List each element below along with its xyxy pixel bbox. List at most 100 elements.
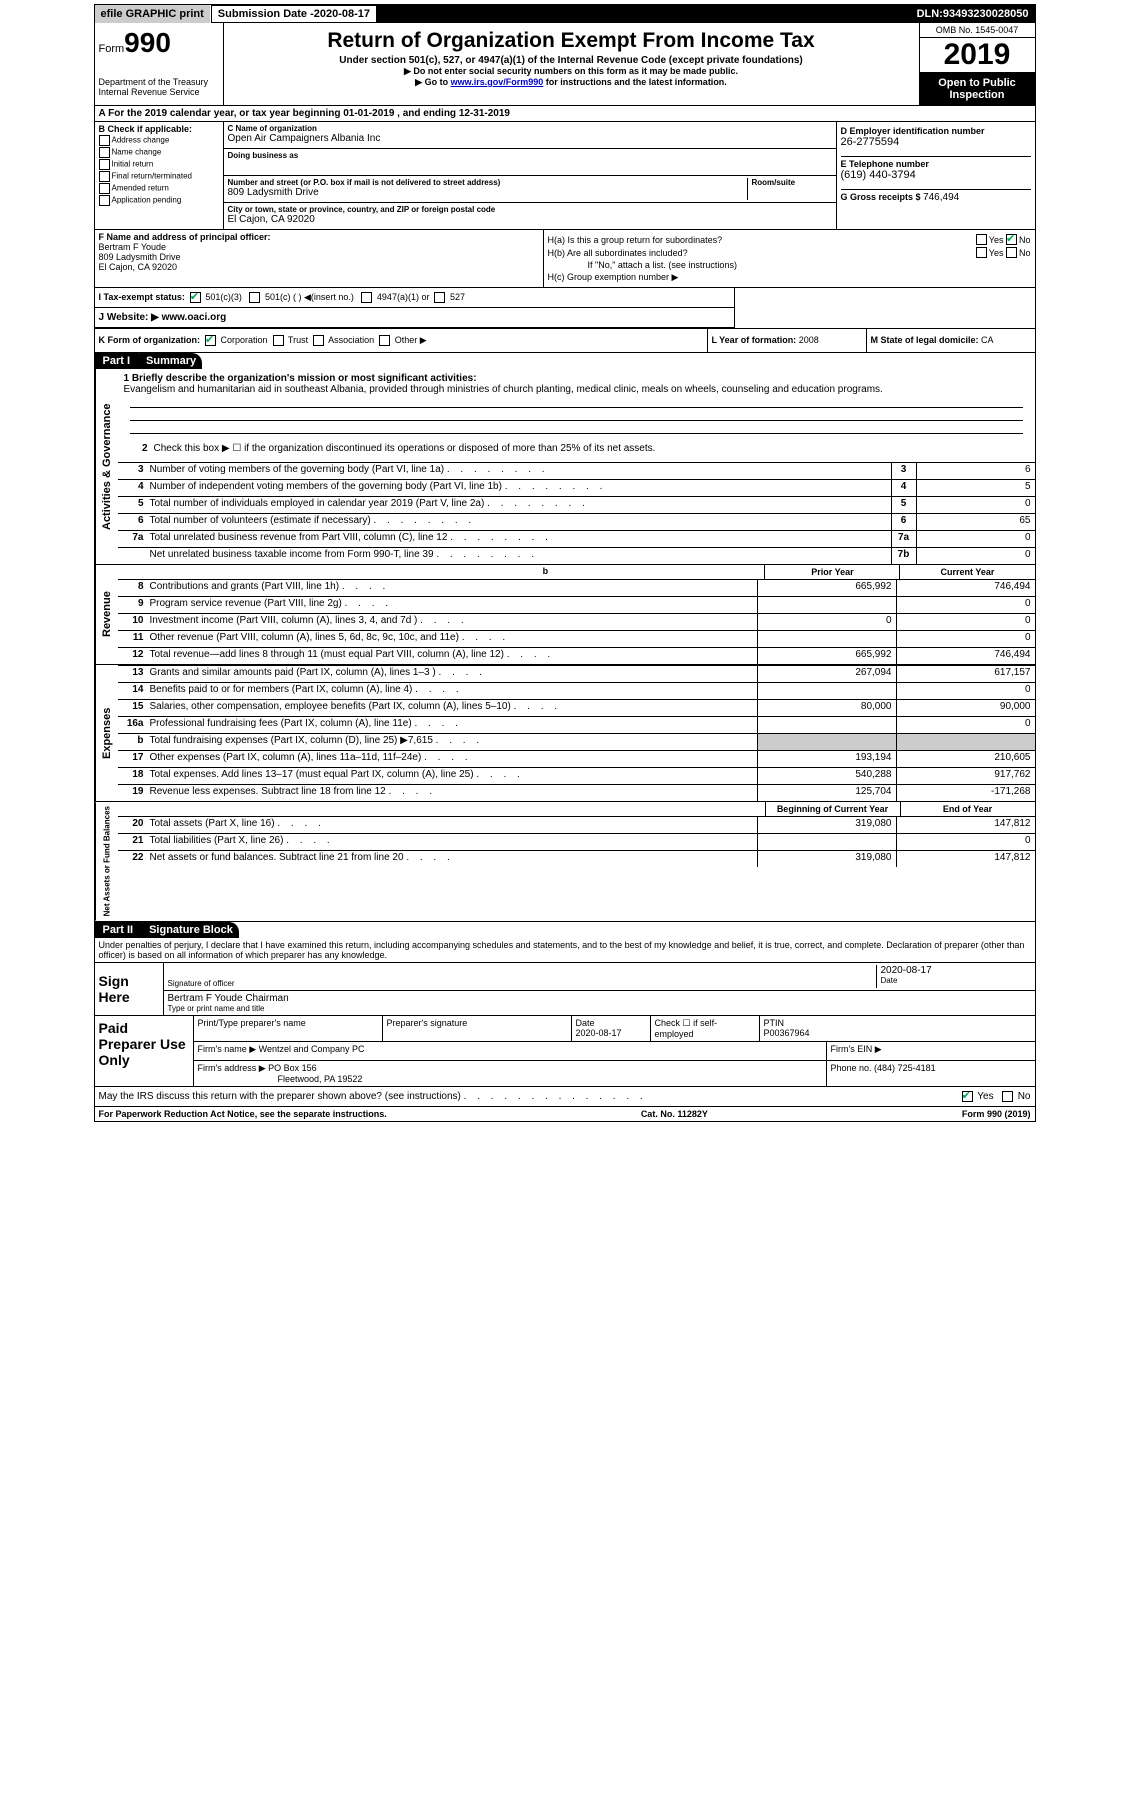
note-link: ▶ Go to www.irs.gov/Form990 for instruct… <box>228 77 915 88</box>
data-line: 22 Net assets or fund balances. Subtract… <box>118 850 1035 867</box>
checkbox-hb-no[interactable] <box>1006 247 1017 258</box>
gov-line: 7a Total unrelated business revenue from… <box>118 530 1035 547</box>
city-label: City or town, state or province, country… <box>228 205 832 214</box>
data-line: 20 Total assets (Part X, line 16) . . . … <box>118 816 1035 833</box>
ein-value: 26-2775594 <box>841 136 1031 148</box>
checkbox-app-pending[interactable] <box>99 195 110 206</box>
data-line: 11 Other revenue (Part VIII, column (A),… <box>118 630 1035 647</box>
footer-right: Form 990 (2019) <box>962 1109 1031 1119</box>
form-subtitle: Under section 501(c), 527, or 4947(a)(1)… <box>228 55 915 66</box>
gross-value: 746,494 <box>923 192 959 203</box>
group-exemption: H(c) Group exemption number ▶ <box>548 272 1031 283</box>
city-value: El Cajon, CA 92020 <box>228 214 832 225</box>
checkbox-address-change[interactable] <box>99 135 110 146</box>
checkbox-initial-return[interactable] <box>99 159 110 170</box>
header-left: Form990 Department of the Treasury Inter… <box>95 23 224 105</box>
checkbox-discuss-no[interactable] <box>1002 1091 1013 1102</box>
form-990-container: efile GRAPHIC print Submission Date - 20… <box>94 4 1036 1122</box>
current-year-header: Current Year <box>899 565 1034 579</box>
street-value: 809 Ladysmith Drive <box>228 187 743 198</box>
data-line: 14 Benefits paid to or for members (Part… <box>118 682 1035 699</box>
submission-date: Submission Date - 2020-08-17 <box>211 5 377 23</box>
tax-status-row: I Tax-exempt status: 501(c)(3) 501(c) ( … <box>95 288 734 308</box>
tax-year: 2019 <box>920 38 1035 73</box>
gross-label: G Gross receipts $ <box>841 192 924 202</box>
checkbox-4947[interactable] <box>361 292 372 303</box>
website-value: www.oaci.org <box>162 312 227 323</box>
checkbox-final-return[interactable] <box>99 171 110 182</box>
room-label: Room/suite <box>752 178 832 187</box>
footer-left: For Paperwork Reduction Act Notice, see … <box>99 1109 387 1119</box>
gov-line: 6 Total number of volunteers (estimate i… <box>118 513 1035 530</box>
data-line: 10 Investment income (Part VIII, column … <box>118 613 1035 630</box>
checkbox-discuss-yes[interactable] <box>962 1091 973 1102</box>
gov-line: 4 Number of independent voting members o… <box>118 479 1035 496</box>
col-c-org-info: C Name of organization Open Air Campaign… <box>224 122 837 229</box>
paid-preparer-block: Paid Preparer Use Only Print/Type prepar… <box>95 1016 1035 1087</box>
part1-header: Part I Summary <box>95 353 1035 369</box>
section-bcd: B Check if applicable: Address change Na… <box>95 122 1035 230</box>
col-d-ein-phone: D Employer identification number 26-2775… <box>837 122 1035 229</box>
data-line: 19 Revenue less expenses. Subtract line … <box>118 784 1035 801</box>
org-name-label: C Name of organization <box>228 124 832 133</box>
top-bar: efile GRAPHIC print Submission Date - 20… <box>95 5 1035 23</box>
irs-link[interactable]: www.irs.gov/Form990 <box>451 77 544 87</box>
state-domicile: M State of legal domicile: CA <box>867 329 1035 352</box>
form-label: Form <box>99 43 125 55</box>
sig-date: 2020-08-17 <box>881 965 1031 976</box>
checkbox-hb-yes[interactable] <box>976 247 987 258</box>
header-right: OMB No. 1545-0047 2019 Open to Public In… <box>919 23 1035 105</box>
phone-value: (619) 440-3794 <box>841 169 1031 181</box>
checkbox-amended[interactable] <box>99 183 110 194</box>
checkbox-527[interactable] <box>434 292 445 303</box>
discuss-row: May the IRS discuss this return with the… <box>95 1087 1035 1107</box>
checkbox-ha-no[interactable] <box>1006 234 1017 245</box>
dln: DLN: 93493230028050 <box>911 5 1035 23</box>
form-of-org: K Form of organization: Corporation Trus… <box>95 329 708 352</box>
data-line: b Total fundraising expenses (Part IX, c… <box>118 733 1035 750</box>
street-label: Number and street (or P.O. box if mail i… <box>228 178 743 187</box>
line2-discontinue: Check this box ▶ ☐ if the organization d… <box>150 442 1031 458</box>
data-line: 18 Total expenses. Add lines 13–17 (must… <box>118 767 1035 784</box>
firm-phone: (484) 725-4181 <box>874 1063 936 1073</box>
website-row: J Website: ▶ www.oaci.org <box>95 308 734 328</box>
part2-header: Part II Signature Block <box>95 922 1035 938</box>
data-line: 13 Grants and similar amounts paid (Part… <box>118 665 1035 682</box>
data-line: 9 Program service revenue (Part VIII, li… <box>118 596 1035 613</box>
mission-block: 1 Briefly describe the organization's mi… <box>118 369 1035 438</box>
firm-addr2: Fleetwood, PA 19522 <box>198 1074 822 1084</box>
checkbox-trust[interactable] <box>273 335 284 346</box>
end-year-header: End of Year <box>900 802 1035 816</box>
gov-line: 5 Total number of individuals employed i… <box>118 496 1035 513</box>
checkbox-other[interactable] <box>379 335 390 346</box>
data-line: 8 Contributions and grants (Part VIII, l… <box>118 579 1035 596</box>
data-line: 17 Other expenses (Part IX, column (A), … <box>118 750 1035 767</box>
vtab-revenue: Revenue <box>95 565 118 664</box>
group-return: H(a) Is this a group return for subordin… <box>544 230 1035 287</box>
ptin-value: P00367964 <box>764 1028 810 1038</box>
row-a-period: A For the 2019 calendar year, or tax yea… <box>95 106 1035 122</box>
checkbox-501c[interactable] <box>249 292 260 303</box>
form-title: Return of Organization Exempt From Incom… <box>228 29 915 53</box>
note-ssn: ▶ Do not enter social security numbers o… <box>228 66 915 77</box>
year-formation: L Year of formation: 2008 <box>708 329 867 352</box>
data-line: 15 Salaries, other compensation, employe… <box>118 699 1035 716</box>
prior-year-header: Prior Year <box>764 565 899 579</box>
data-line: 12 Total revenue—add lines 8 through 11 … <box>118 647 1035 664</box>
col-b-checkboxes: B Check if applicable: Address change Na… <box>95 122 224 229</box>
form-number: 990 <box>124 27 171 58</box>
mission-text: Evangelism and humanitarian aid in south… <box>124 384 1029 395</box>
prep-name-label: Print/Type preparer's name <box>194 1016 383 1041</box>
vtab-netassets: Net Assets or Fund Balances <box>95 802 118 920</box>
checkbox-ha-yes[interactable] <box>976 234 987 245</box>
checkbox-assoc[interactable] <box>313 335 324 346</box>
sign-here-block: Sign Here Signature of officer 2020-08-1… <box>95 963 1035 1016</box>
gov-line: Net unrelated business taxable income fr… <box>118 547 1035 564</box>
checkbox-name-change[interactable] <box>99 147 110 158</box>
vtab-governance: Activities & Governance <box>95 369 118 564</box>
checkbox-corp[interactable] <box>205 335 216 346</box>
section-fh: F Name and address of principal officer:… <box>95 230 1035 288</box>
footer-row: For Paperwork Reduction Act Notice, see … <box>95 1107 1035 1121</box>
checkbox-501c3[interactable] <box>190 292 201 303</box>
open-public-badge: Open to Public Inspection <box>920 73 1035 105</box>
